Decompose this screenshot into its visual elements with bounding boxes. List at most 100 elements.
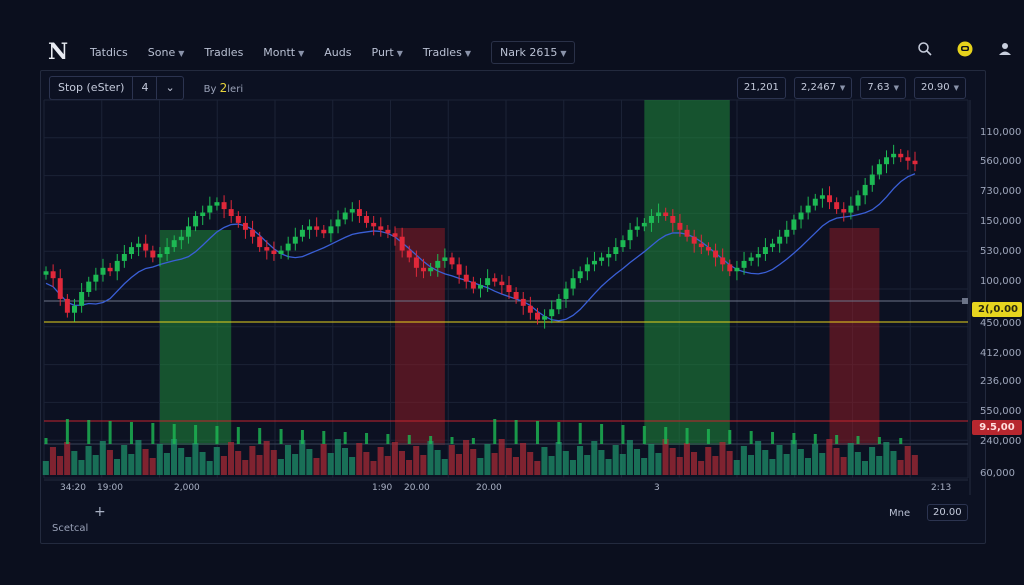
candle-body: [869, 174, 875, 185]
candle-body: [748, 257, 754, 261]
y-axis-label: 240,000: [980, 436, 1021, 447]
symbol-name: Stop (eSter): [58, 81, 125, 94]
candle-body: [264, 247, 270, 251]
volume-bar: [484, 444, 491, 475]
menu-item-1[interactable]: Sone ▼: [147, 45, 185, 59]
candle-body: [79, 292, 85, 306]
search-icon[interactable]: [916, 40, 934, 58]
volume-spike: [471, 438, 475, 444]
volume-spike: [642, 426, 646, 444]
volume-bar: [769, 459, 776, 475]
volume-bar: [356, 443, 363, 475]
candle-body: [641, 222, 647, 227]
user-icon[interactable]: [996, 40, 1014, 58]
volume-spike: [600, 424, 604, 444]
candle-body: [812, 198, 818, 206]
menu-item-6[interactable]: Tradles ▼: [422, 45, 471, 59]
menu-item-5[interactable]: Purt ▼: [371, 45, 403, 59]
candle-body: [435, 260, 441, 268]
menu-item-3[interactable]: Montt ▼: [263, 45, 305, 59]
candle-body: [470, 281, 476, 289]
volume-bar: [263, 441, 270, 475]
mine-label: Mne: [889, 508, 911, 519]
volume-spike: [535, 421, 539, 444]
menu-item-4[interactable]: Auds: [324, 45, 352, 59]
volume-bar: [833, 448, 840, 475]
candle-body: [214, 202, 220, 206]
volume-bar: [733, 460, 740, 475]
candle-body: [157, 254, 163, 258]
y-axis-label: 236,000: [980, 376, 1021, 387]
candle-body: [898, 153, 904, 158]
menu-item-0[interactable]: Tatdics: [90, 45, 128, 59]
candle-body: [834, 202, 840, 210]
candle-body: [713, 250, 719, 258]
volume-bar: [705, 447, 712, 475]
candle-body: [492, 278, 498, 282]
control-box-4[interactable]: 20.90 ▼: [913, 77, 966, 99]
volume-spike: [365, 433, 369, 444]
notification-icon[interactable]: [956, 40, 974, 58]
candle-body: [271, 250, 277, 254]
volume-spike: [877, 437, 881, 444]
candle-body: [570, 278, 576, 289]
volume-bar: [185, 457, 192, 475]
volume-bar: [555, 442, 562, 475]
volume-spike: [258, 428, 262, 444]
candle-body: [513, 292, 519, 299]
volume-bar: [341, 448, 349, 475]
x-axis-label: 2,000: [174, 483, 200, 493]
y-axis-label: 530,000: [980, 246, 1021, 257]
volume-spike: [835, 435, 839, 444]
volume-bar: [477, 458, 484, 475]
menu-item-7[interactable]: Nark 2615 ▼: [490, 40, 576, 64]
volume-bar: [520, 443, 527, 475]
menu-item-2[interactable]: Tradles: [204, 45, 244, 59]
volume-spike: [407, 435, 411, 444]
symbol-dropdown-icon[interactable]: ⌄: [156, 77, 182, 99]
candle-body: [648, 216, 654, 223]
volume-spike: [813, 434, 817, 444]
candle-body: [449, 257, 455, 265]
mine-value[interactable]: 20.00: [927, 504, 968, 521]
candle-body: [50, 271, 56, 279]
volume-bar: [911, 455, 918, 475]
candle-body: [207, 205, 213, 213]
candle-body: [777, 236, 783, 244]
volume-bar: [505, 448, 512, 475]
candle-body: [805, 205, 811, 213]
volume-bar: [633, 449, 641, 475]
volume-bar: [641, 458, 648, 475]
candle-body: [577, 271, 583, 279]
control-box-3[interactable]: 7.63 ▼: [860, 77, 906, 99]
volume-bar: [42, 461, 49, 475]
volume-bar: [619, 454, 626, 475]
volume-bar: [156, 444, 163, 475]
candle-body: [841, 209, 847, 213]
volume-bar: [284, 445, 292, 475]
candle-body: [827, 195, 833, 203]
volume-spike: [279, 429, 283, 444]
y-axis-label: 110,000: [980, 127, 1021, 138]
add-indicator-icon[interactable]: +: [94, 504, 106, 520]
x-axis-label: 1:90: [372, 483, 392, 493]
y-axis-label: 450,000: [980, 318, 1021, 329]
candle-body: [399, 236, 405, 251]
volume-spike: [728, 430, 732, 444]
volume-bar: [420, 455, 427, 475]
chart-toolbar: Stop (eSter) 4 ⌄ By 2leri: [49, 76, 243, 100]
app-logo[interactable]: N: [47, 39, 69, 65]
volume-bar: [391, 442, 398, 475]
volume-bar: [669, 448, 676, 475]
candle-body: [627, 229, 633, 241]
volume-bar: [541, 447, 548, 475]
control-box-2[interactable]: 2,2467 ▼: [793, 77, 853, 99]
candle-body: [478, 285, 483, 289]
volume-bar: [242, 460, 249, 475]
control-box-1[interactable]: 21,201: [736, 77, 786, 99]
volume-spike: [856, 436, 860, 444]
volume-bar: [149, 458, 156, 475]
candle-body: [755, 254, 761, 258]
candle-body: [912, 160, 918, 165]
